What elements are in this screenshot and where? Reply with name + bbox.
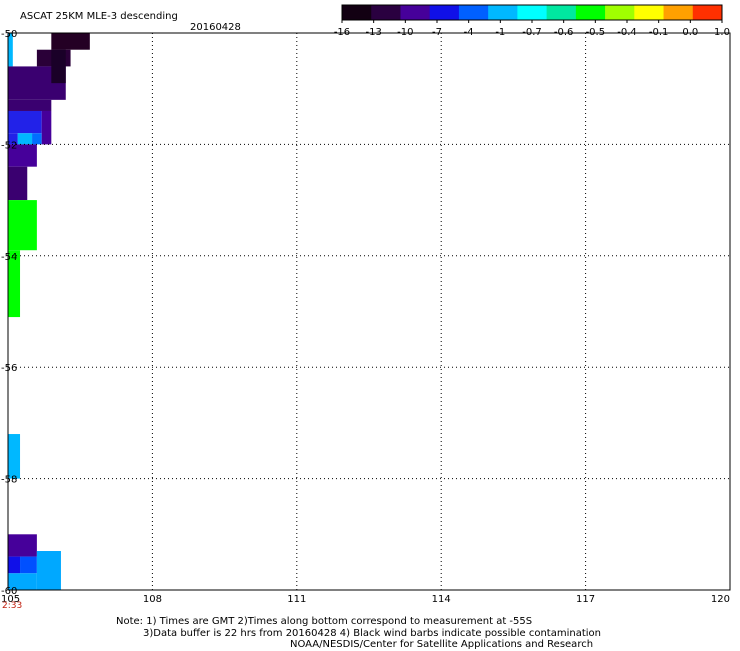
colorbar-swatch [605, 5, 635, 20]
heatmap-cell [8, 434, 21, 479]
axes: 105 108 111 114 117 120 -50 -52 -54 -56 -58 -60 [1, 29, 730, 605]
heatmap-cell [8, 200, 37, 251]
colorbar-swatch [663, 5, 694, 20]
colorbar-swatch [488, 5, 518, 20]
colorbar-swatch [546, 5, 577, 20]
heatmap-cell [51, 33, 90, 50]
y-tick-label: -60 [1, 586, 17, 597]
x-tick-label: 117 [576, 594, 595, 605]
colorbar-swatch [342, 5, 372, 20]
footer-credit: NOAA/NESDIS/Center for Satellite Applica… [290, 639, 594, 650]
heatmap-cell [8, 133, 18, 145]
heatmap-cell [8, 144, 37, 167]
heatmap-cell [8, 573, 37, 590]
grid-lines [8, 33, 730, 590]
colorbar-swatch [692, 5, 723, 20]
heatmap-cell [8, 556, 21, 574]
heatmap-cell [20, 556, 37, 574]
heatmap-cell [51, 49, 66, 84]
y-tick-label: -56 [1, 363, 17, 374]
colorbar-swatch [517, 5, 548, 20]
y-tick-label: -54 [1, 252, 17, 263]
y-tick-label: -50 [1, 29, 17, 40]
x-tick-label: 120 [711, 594, 730, 605]
heatmap-cell [8, 110, 42, 134]
heatmap-cell [36, 551, 61, 590]
heatmap-cell [8, 534, 37, 557]
x-tick-label: 105 [1, 594, 20, 605]
heatmap-cell [17, 133, 33, 145]
time-label: 2:33 [2, 601, 22, 611]
x-tick-label: 111 [287, 594, 306, 605]
chart-date: 20160428 [190, 22, 241, 33]
heatmap-cell [8, 166, 28, 201]
heatmap-cell [41, 110, 52, 145]
colorbar-swatch [575, 5, 606, 20]
footer-note-2: 3)Data buffer is 22 hrs from 20160428 4)… [143, 628, 601, 639]
x-tick-label: 108 [143, 594, 162, 605]
heatmap-cell [32, 133, 42, 145]
colorbar-swatch [458, 5, 489, 20]
colorbar-swatch [400, 5, 431, 20]
colorbar-swatch [429, 5, 460, 20]
y-tick-label: -58 [1, 475, 17, 486]
heatmap-cells [8, 33, 90, 590]
colorbar-swatch [371, 5, 401, 20]
heatmap-cell [8, 33, 13, 67]
heatmap-cell [8, 99, 52, 111]
colorbar-swatch [634, 5, 665, 20]
heatmap-cell [8, 250, 21, 318]
plot-frame [7, 32, 731, 591]
footer-note-1: Note: 1) Times are GMT 2)Times along bot… [116, 616, 533, 627]
chart-title: ASCAT 25KM MLE-3 descending [20, 11, 178, 22]
y-tick-label: -52 [1, 140, 17, 151]
x-tick-label: 114 [432, 594, 451, 605]
